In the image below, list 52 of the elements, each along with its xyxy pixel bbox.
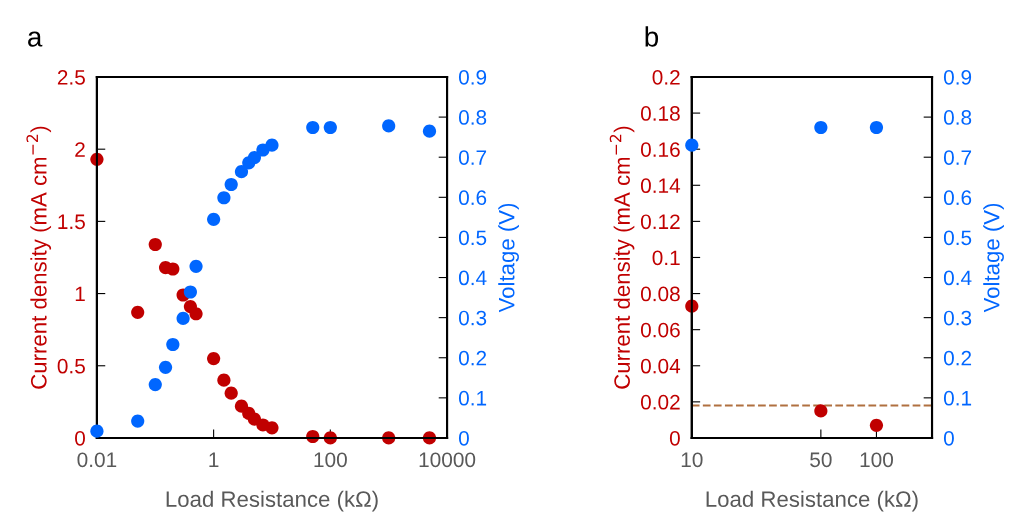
y-tick-label: 2 [75, 142, 85, 157]
y2-tick-label: 0.3 [943, 310, 972, 326]
y2-tick-label: 0.9 [943, 70, 972, 85]
y2-tick-label: 0.6 [943, 190, 972, 206]
y2-tick-label: 0.9 [458, 70, 487, 85]
x-tick-label: 10 [681, 452, 703, 468]
y-tick-label: 0.14 [640, 178, 681, 194]
y-tick-label: 0.08 [640, 286, 680, 302]
y-tick-label: 0.18 [640, 106, 680, 121]
chart-title: b [645, 26, 659, 47]
y2-axis-title: Voltage (V) [498, 203, 519, 313]
y-tick-label: 0.2 [652, 70, 680, 85]
y2-tick-label: 0.1 [458, 390, 487, 406]
y-tick-label: 0.06 [640, 322, 680, 338]
y2-tick-label: 0.8 [943, 110, 972, 125]
y-tick-label: 2.5 [57, 70, 85, 85]
y-tick-label: 0.16 [640, 142, 680, 157]
y2-tick-label: 0.3 [458, 310, 487, 326]
y-tick-label: 0.1 [652, 250, 680, 266]
x-tick-label: 100 [860, 452, 894, 468]
y2-tick-label: 0 [458, 430, 469, 446]
x-axis-title: Load Resistance (kΩ) [166, 490, 378, 512]
x-tick-label: 1 [209, 452, 219, 467]
y-tick-label: 1 [75, 286, 85, 302]
y2-tick-label: 0.7 [458, 150, 487, 165]
y-tick-label: 1.5 [58, 214, 85, 230]
y2-tick-label: 0.8 [458, 110, 487, 125]
x-tick-label: 100 [314, 452, 347, 468]
y-tick-label: 0.5 [57, 358, 85, 374]
y2-tick-label: 0.4 [458, 270, 487, 286]
y-axis-title: Current density (mA cm$^{−2}$) [609, 126, 635, 389]
chart-title: a [28, 31, 43, 47]
x-axis-title: Load Resistance (kΩ) [706, 490, 918, 512]
x-tick-label: 0.01 [77, 452, 117, 468]
y-tick-label: 0.02 [640, 394, 680, 410]
y2-tick-label: 0.7 [943, 150, 972, 165]
y2-tick-label: 0.5 [943, 230, 972, 246]
y2-tick-label: 0.1 [943, 390, 972, 406]
y2-axis-title: Voltage (V) [983, 203, 1004, 313]
y-tick-label: 0 [75, 430, 85, 446]
y2-tick-label: 0.2 [458, 350, 487, 366]
y-tick-label: 0.04 [640, 358, 681, 374]
y2-tick-label: 0.2 [943, 350, 972, 366]
y2-tick-label: 0 [943, 430, 954, 446]
y-axis-title: Current density (mA cm$^{−2}$) [26, 126, 52, 389]
x-tick-label: 10000 [419, 452, 476, 468]
y-tick-label: 0.12 [640, 214, 680, 230]
y2-tick-label: 0.5 [458, 230, 487, 246]
x-tick-label: 50 [810, 452, 832, 468]
y2-tick-label: 0.6 [458, 190, 487, 206]
y-tick-label: 0 [669, 430, 680, 446]
y2-tick-label: 0.4 [943, 270, 972, 286]
